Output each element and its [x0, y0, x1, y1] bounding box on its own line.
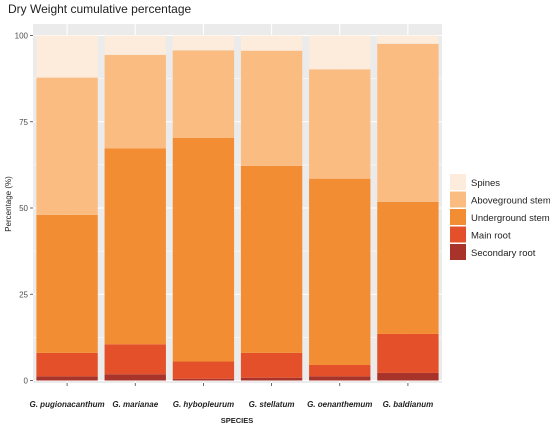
y-tick-label: 50: [19, 204, 28, 213]
bar-segment: [240, 35, 303, 51]
bar-segment: [377, 333, 439, 373]
bar-segment: [240, 50, 303, 166]
bar-segment: [104, 35, 166, 55]
legend-label: Secondary root: [471, 248, 536, 259]
bar-segment: [309, 364, 371, 377]
y-tick-label: 100: [15, 32, 29, 41]
x-axis-title: SPECIES: [221, 416, 254, 425]
bar-segment: [172, 137, 235, 362]
bar-segment: [36, 77, 98, 215]
bar-segment: [36, 214, 98, 353]
bar-segment: [172, 50, 235, 138]
bar-segment: [309, 178, 371, 365]
bar-segment: [104, 374, 166, 381]
bar-segment: [172, 378, 235, 381]
bar-segment: [36, 35, 98, 78]
bar-segment: [377, 43, 439, 202]
bar-segment: [240, 352, 303, 378]
legend-swatch: [450, 174, 466, 190]
bar-segment: [377, 201, 439, 334]
x-tick-label: G. marianae: [112, 400, 158, 409]
y-axis-ticks: 0 25 50 75 100: [15, 32, 33, 386]
legend-label: Spines: [471, 178, 500, 189]
legend: Spines Aboveground stem Underground stem Ma…: [450, 174, 550, 260]
bar-segment: [172, 361, 235, 379]
bar-segment: [36, 352, 98, 377]
y-tick-label: 25: [19, 290, 28, 299]
bar-segment: [377, 372, 439, 381]
bar-segment: [104, 148, 166, 345]
x-tick-label: G. hybopleurum: [173, 400, 234, 409]
y-tick-label: 75: [19, 118, 28, 127]
legend-swatch: [450, 244, 466, 260]
bar-segment: [309, 376, 371, 381]
bar-segment: [240, 165, 303, 353]
plot-panel: [33, 24, 442, 383]
x-tick-label: G. baldianum: [383, 400, 434, 409]
legend-label: Underground stem: [471, 213, 550, 224]
x-tick-label: G. stellatum: [249, 400, 295, 409]
bar-segment: [309, 35, 371, 70]
legend-label: Aboveground stem: [471, 196, 550, 207]
bar-segment: [172, 35, 235, 51]
bar-segment: [309, 69, 371, 179]
y-axis-title: Percentage (%): [4, 176, 13, 232]
legend-swatch: [450, 209, 466, 225]
x-axis-ticks: G. pugionacanthum G. marianae G. hybopleur…: [30, 383, 434, 409]
bar-segment: [104, 54, 166, 149]
bar-segment: [377, 35, 439, 44]
x-tick-label: G. pugionacanthum: [30, 400, 105, 409]
legend-label: Main root: [471, 231, 511, 242]
y-tick-label: 0: [24, 377, 29, 386]
bar-segment: [240, 377, 303, 381]
bar-segment: [104, 344, 166, 375]
legend-swatch: [450, 226, 466, 243]
chart-title: Dry Weight cumulative percentage: [8, 2, 192, 16]
legend-swatch: [450, 191, 466, 208]
bar-segment: [36, 376, 98, 381]
bars: [36, 35, 439, 381]
x-tick-label: G. oenanthemum: [307, 400, 372, 409]
